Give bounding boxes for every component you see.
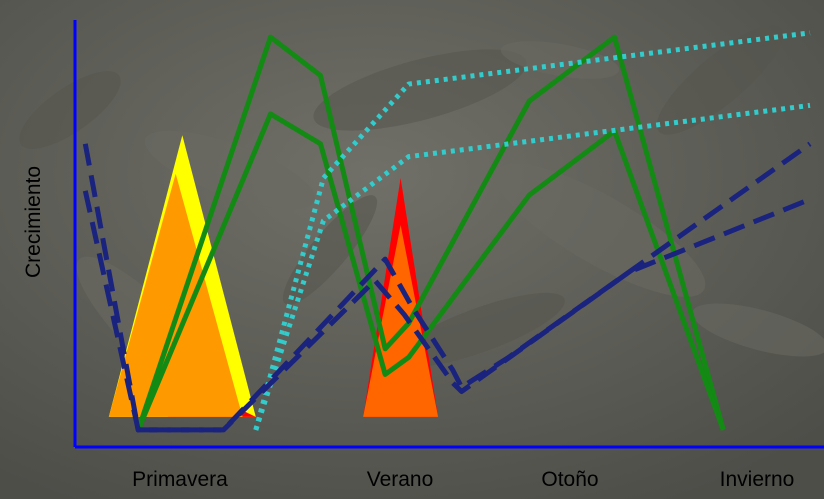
leaf-shape	[144, 130, 316, 210]
series-line-4-dotted	[253, 102, 811, 431]
leaf-shape	[692, 303, 824, 357]
x-tick-label-otono: Otoño	[541, 468, 599, 491]
season-triangle-3	[108, 173, 243, 417]
y-axis-label: Crecimiento	[22, 165, 45, 279]
series-line-1-solid	[135, 34, 726, 431]
series-line-3-dotted	[253, 30, 811, 431]
leaf-texture	[19, 25, 824, 404]
x-tick-label-primavera: Primavera	[132, 468, 228, 491]
x-tick-label-invierno: Invierno	[719, 468, 795, 491]
leaf-shape	[656, 25, 784, 135]
leaf-shape	[500, 41, 620, 79]
leaf-shape	[313, 49, 527, 131]
series-line-6-dashed	[82, 190, 811, 433]
series-line-2-solid	[135, 111, 726, 431]
x-tick-label-verano: Verano	[366, 468, 434, 491]
leaf-shape	[19, 71, 121, 149]
